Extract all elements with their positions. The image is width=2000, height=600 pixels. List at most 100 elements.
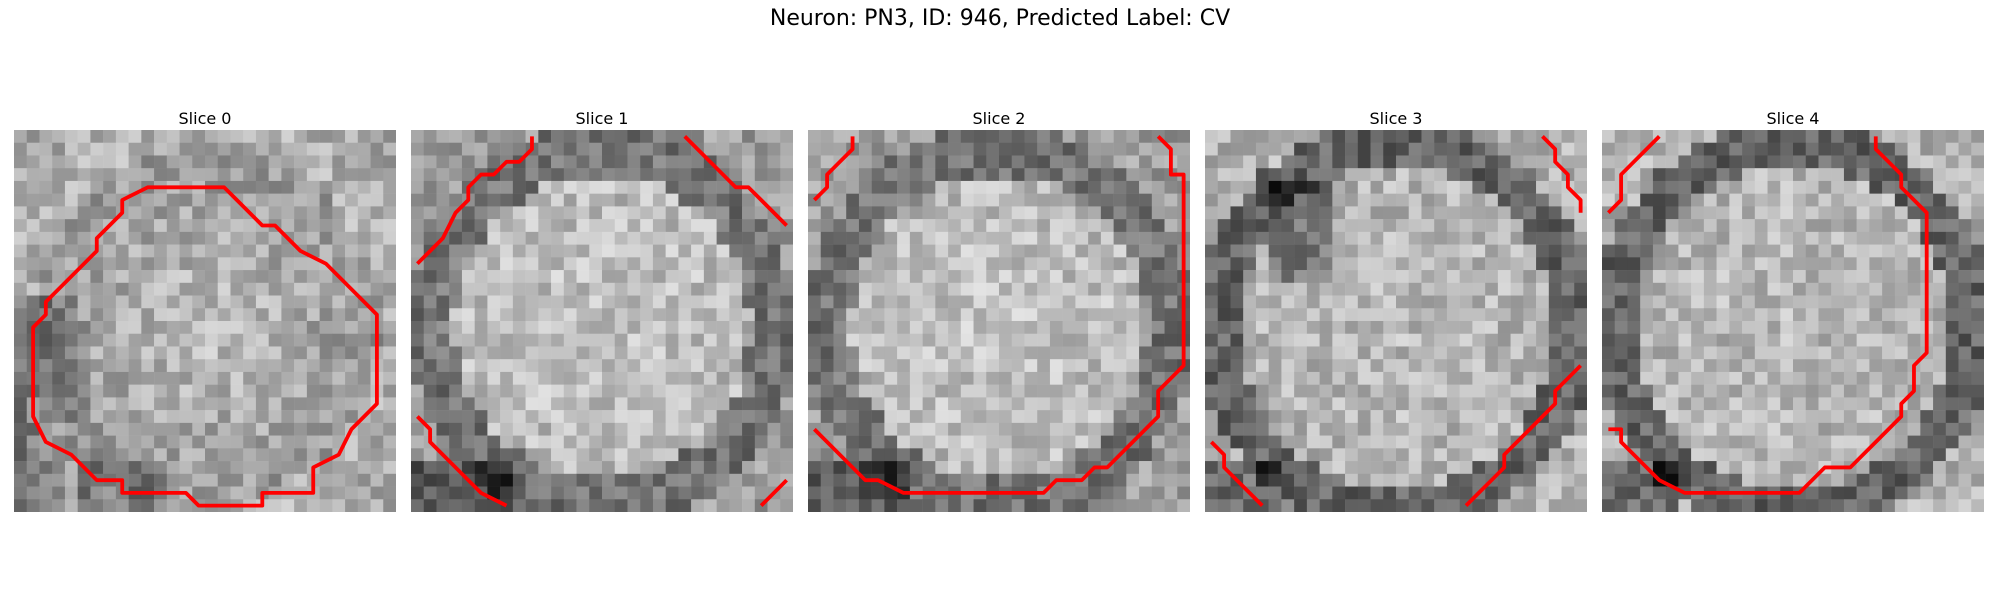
pixel: [703, 473, 717, 487]
pixel: [128, 270, 142, 284]
pixel: [14, 270, 27, 284]
pixel: [1869, 244, 1883, 258]
pixel: [986, 333, 1000, 347]
pixel: [1396, 321, 1409, 334]
pixel: [1294, 219, 1308, 233]
pixel: [1497, 193, 1511, 207]
pixel: [884, 130, 898, 143]
pixel: [1894, 308, 1908, 322]
pixel: [487, 257, 501, 271]
pixel: [474, 397, 488, 411]
pixel: [754, 435, 768, 449]
contour-line: [1608, 136, 1929, 495]
pixel: [1933, 422, 1947, 436]
pixel: [884, 282, 898, 296]
pixel: [1510, 270, 1524, 284]
pixel: [884, 499, 898, 512]
pixel: [1536, 359, 1550, 373]
pixel: [614, 308, 628, 322]
pixel: [1536, 461, 1550, 475]
pixel: [179, 321, 193, 334]
pixel: [179, 384, 193, 398]
pixel: [1716, 180, 1730, 194]
pixel: [1062, 168, 1076, 182]
pixel: [1294, 257, 1308, 271]
pixel: [1856, 435, 1870, 449]
pixel: [332, 219, 346, 233]
pixel: [1345, 206, 1359, 220]
pixel: [1370, 359, 1384, 373]
pixel: [1268, 142, 1282, 156]
pixel: [1652, 244, 1666, 258]
pixel: [512, 142, 526, 156]
pixel: [1665, 321, 1679, 334]
pixel: [576, 333, 590, 347]
pixel: [1561, 435, 1575, 449]
pixel: [52, 308, 66, 322]
pixel: [217, 244, 231, 258]
pixel: [281, 270, 295, 284]
pixel: [1177, 410, 1190, 424]
pixel: [1434, 130, 1448, 143]
pixel: [1230, 397, 1244, 411]
pixel: [1306, 282, 1320, 296]
pixel: [1472, 384, 1486, 398]
pixel: [1665, 422, 1679, 436]
pixel: [858, 308, 872, 322]
pixel: [935, 206, 949, 220]
pixel: [1037, 499, 1051, 512]
pixel: [205, 257, 218, 271]
pixel: [230, 270, 244, 284]
pixel: [512, 346, 526, 360]
pixel: [1100, 397, 1114, 411]
pixel: [691, 473, 705, 487]
pixel: [780, 257, 793, 271]
pixel: [1434, 206, 1448, 220]
pixel: [525, 231, 539, 245]
pixel: [1742, 448, 1756, 462]
pixel: [230, 130, 244, 143]
pixel: [1255, 410, 1269, 424]
pixel: [423, 461, 437, 475]
pixel: [1971, 282, 1984, 296]
pixel: [77, 321, 91, 334]
pixel: [1574, 282, 1587, 296]
pixel: [243, 270, 257, 284]
pixel: [652, 346, 666, 360]
pixel: [652, 219, 666, 233]
pixel: [1332, 282, 1346, 296]
pixel: [935, 308, 949, 322]
pixel: [1716, 257, 1730, 271]
pixel: [1869, 282, 1883, 296]
pixel: [640, 359, 654, 373]
pixel: [1561, 219, 1575, 233]
pixel: [90, 346, 104, 360]
pixel: [357, 321, 371, 334]
pixel: [1536, 295, 1550, 309]
pixel: [627, 461, 641, 475]
pixel: [1767, 371, 1781, 385]
pixel: [1843, 473, 1857, 487]
pixel: [1062, 333, 1076, 347]
pixel: [703, 244, 717, 258]
pixel: [1396, 346, 1409, 360]
pixel: [1958, 142, 1972, 156]
pixel: [1319, 219, 1333, 233]
pixel: [243, 397, 257, 411]
pixel: [1678, 397, 1692, 411]
pixel: [1151, 346, 1165, 360]
pixel: [1510, 397, 1524, 411]
pixel: [1882, 295, 1896, 309]
pixel: [1217, 410, 1231, 424]
pixel: [1843, 155, 1857, 169]
pixel: [999, 282, 1012, 296]
pixel: [1742, 435, 1756, 449]
pixel: [691, 346, 705, 360]
pixel: [627, 422, 641, 436]
slice-title: Slice 3: [1369, 109, 1423, 128]
pixel: [103, 180, 117, 194]
pixel: [230, 333, 244, 347]
pixel: [1497, 295, 1511, 309]
pixel: [383, 206, 396, 220]
pixel: [1268, 244, 1282, 258]
